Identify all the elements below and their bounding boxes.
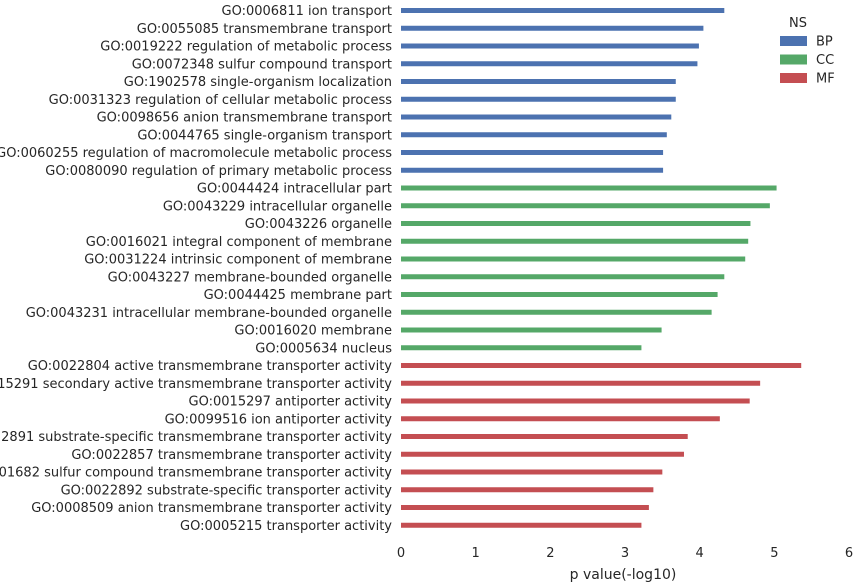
bar-bp-6 [401,114,672,120]
bar-cc-15 [401,274,725,280]
y-tick-label: GO:0072348 sulfur compound transport [132,57,392,72]
y-tick-label: GO:0043226 organelle [245,217,392,232]
bar-bp-2 [401,43,699,49]
legend-swatch-mf [780,73,807,83]
y-tick-label: GO:0060255 regulation of macromolecule m… [0,146,392,161]
legend: NS BP CC MF [780,16,835,87]
legend-label-cc: CC [816,53,834,68]
y-tick-label: GO:0043231 intracellular membrane-bounde… [26,306,392,321]
y-tick-label: GO:0022804 active transmembrane transpor… [28,359,393,374]
x-tick-label: 4 [696,546,704,561]
y-tick-label: GO:0044425 membrane part [204,288,392,303]
bar-mf-23 [401,416,720,422]
bar-bp-3 [401,61,698,67]
legend-items: BP CC MF [780,35,835,87]
bar-cc-13 [401,238,749,244]
bars-layer [401,8,802,528]
y-tick-label: GO:0015297 antiporter activity [189,395,393,410]
bar-bp-1 [401,25,704,31]
y-tick-label: GO:0055085 transmembrane transport [137,22,392,37]
y-tick-label: GO:0099516 ion antiporter activity [165,412,393,427]
bar-mf-20 [401,363,802,368]
legend-swatch-cc [780,54,807,65]
y-tick-label: GO:0008509 anion transmembrane transport… [31,501,392,516]
y-tick-label: GO:0044765 single-organism transport [137,128,392,143]
x-tick-label: 6 [845,546,853,561]
bar-cc-16 [401,292,718,297]
y-tick-label: GO:0080090 regulation of primary metabol… [45,164,392,179]
y-tick-label: GO:0044424 intracellular part [197,182,392,197]
bar-cc-17 [401,309,712,315]
y-tick-label: GO:0043229 intracellular organelle [163,199,392,214]
y-tick-label: GO:0043227 membrane-bounded organelle [108,270,392,285]
bar-bp-0 [401,8,725,13]
y-tick-label: GO:0006811 ion transport [222,4,393,19]
y-tick-label: GO:1902578 single-organism localization [124,75,392,90]
y-tick-label: GO:0098656 anion transmembrane transport [97,111,392,126]
bar-mf-24 [401,434,688,439]
bar-bp-4 [401,79,676,84]
bar-cc-18 [401,327,662,333]
y-tick-label: GO:0016020 membrane [234,324,392,339]
bar-mf-25 [401,451,684,457]
y-tick-label: GO:0031323 regulation of cellular metabo… [49,93,393,108]
y-tick-label: GO:0005634 nucleus [255,341,392,356]
y-tick-label: GO:0022892 substrate-specific transporte… [61,483,393,498]
y-tick-label: GO:0022891 substrate-specific transmembr… [0,430,392,445]
bar-mf-21 [401,380,761,386]
bar-mf-26 [401,469,663,475]
bar-mf-28 [401,505,649,510]
bar-cc-10 [401,185,777,191]
x-tick-label: 2 [546,546,554,561]
y-tick-label: GO:0019222 regulation of metabolic proce… [100,40,392,55]
legend-title: NS [789,16,807,31]
y-tick-label: GO:0022857 transmembrane transporter act… [71,448,392,463]
legend-label-mf: MF [816,72,835,87]
bar-bp-9 [401,167,664,173]
x-tick-label: 1 [472,546,480,561]
y-tick-labels: GO:0006811 ion transport GO:0055085 trans… [0,4,392,534]
y-tick-label: GO:0031224 intrinsic component of membra… [84,253,392,268]
legend-label-bp: BP [816,35,833,50]
legend-swatch-bp [780,36,807,46]
x-tick-label: 5 [770,546,778,561]
x-tick-label: 3 [621,546,629,561]
bar-bp-5 [401,96,676,102]
y-tick-label: GO:0015291 secondary active transmembran… [0,377,392,392]
y-tick-label: GO:1901682 sulfur compound transmembrane… [0,466,392,481]
bar-bp-8 [401,150,664,155]
x-tick-labels: 0 1 2 3 4 5 6 [397,546,853,561]
y-tick-label: GO:0005215 transporter activity [180,519,392,534]
bar-cc-19 [401,345,642,351]
bar-bp-7 [401,132,667,138]
bar-mf-29 [401,522,642,528]
bar-cc-11 [401,203,770,209]
x-axis-label: p value(-log10) [570,567,677,583]
bar-mf-27 [401,487,654,493]
bar-cc-12 [401,221,751,226]
x-tick-label: 0 [397,546,405,561]
bar-cc-14 [401,256,746,262]
bar-mf-22 [401,398,750,404]
y-tick-label: GO:0016021 integral component of membran… [86,235,392,250]
